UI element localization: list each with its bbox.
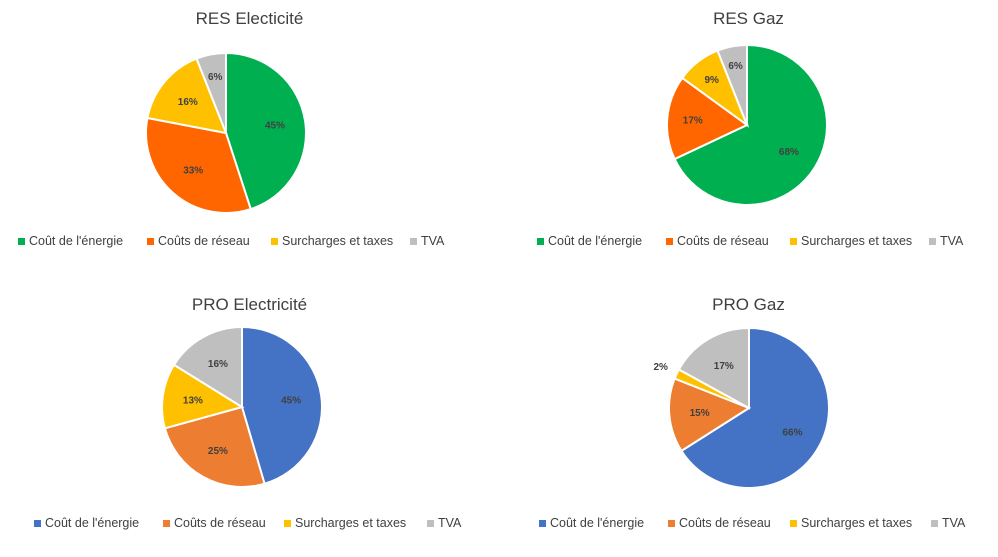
legend-entry: Coût de l'énergie bbox=[45, 516, 139, 530]
legend-swatch bbox=[790, 520, 797, 527]
legend-swatch bbox=[271, 238, 278, 245]
legend-swatch bbox=[163, 520, 170, 527]
data-label: 68% bbox=[779, 147, 799, 158]
legend-entry: Coûts de réseau bbox=[677, 234, 769, 248]
pie-slice bbox=[225, 51, 307, 211]
data-label: 16% bbox=[208, 359, 228, 370]
data-label: 45% bbox=[281, 395, 301, 406]
pie-slice bbox=[677, 326, 750, 410]
data-label: 45% bbox=[265, 121, 285, 132]
legend-entry: TVA bbox=[942, 516, 966, 530]
pie-chart-pro-electricite: PRO Electricité 45% 25% 13% 16% Coût de l'éne… bbox=[34, 295, 462, 530]
legend-swatch bbox=[284, 520, 291, 527]
legend-swatch bbox=[410, 238, 417, 245]
legend-swatch bbox=[668, 520, 675, 527]
pie-slice bbox=[673, 43, 828, 206]
legend-entry: Surcharges et taxes bbox=[801, 516, 912, 530]
legend-entry: Surcharges et taxes bbox=[282, 234, 393, 248]
data-label: 16% bbox=[178, 97, 198, 108]
data-label: 33% bbox=[183, 166, 203, 177]
pie-slice bbox=[716, 43, 748, 126]
data-label: 66% bbox=[782, 427, 802, 438]
pie-chart-pro-gaz: PRO Gaz 66% 15% 2% 17% Coût de l'énergie Coûts… bbox=[539, 295, 966, 530]
legend-swatch bbox=[666, 238, 673, 245]
legend-swatch bbox=[929, 238, 936, 245]
pie-slice bbox=[241, 325, 324, 486]
legend-entry: TVA bbox=[421, 234, 445, 248]
legend-swatch bbox=[790, 238, 797, 245]
chart-panel-res-gaz: RES Gaz 68% 17% 9% 6% Coût de l'énergie Coûts … bbox=[499, 0, 998, 278]
pie-slice bbox=[195, 51, 227, 134]
legend-swatch bbox=[427, 520, 434, 527]
chart-title: RES Electicité bbox=[196, 9, 304, 28]
data-label: 17% bbox=[683, 115, 703, 126]
pie-slice bbox=[145, 116, 252, 214]
data-label: 9% bbox=[704, 75, 719, 86]
legend-entry: Coûts de réseau bbox=[158, 234, 250, 248]
legend-swatch bbox=[931, 520, 938, 527]
chart-panel-pro-electricite: PRO Electricité 45% 25% 13% 16% Coût de l'éne… bbox=[0, 279, 499, 557]
chart-title: PRO Gaz bbox=[712, 295, 785, 314]
data-label: 17% bbox=[714, 361, 734, 372]
legend-entry: TVA bbox=[940, 234, 964, 248]
pie-chart-res-gaz: RES Gaz 68% 17% 9% 6% Coût de l'énergie Coûts … bbox=[537, 9, 964, 248]
legend-swatch bbox=[539, 520, 546, 527]
chart-title: RES Gaz bbox=[713, 9, 784, 28]
pie-slice bbox=[163, 405, 266, 488]
legend-swatch bbox=[34, 520, 41, 527]
legend-entry: Coût de l'énergie bbox=[550, 516, 644, 530]
pie-slice bbox=[146, 57, 228, 135]
data-label: 2% bbox=[653, 362, 668, 373]
legend-swatch bbox=[147, 238, 154, 245]
legend-entry: Coût de l'énergie bbox=[548, 234, 642, 248]
pie-chart-res-electricite: RES Electicité 45% 33% 16% 6% Coût de l'énerg… bbox=[18, 9, 445, 248]
chart-panel-res-electricite: RES Electicité 45% 33% 16% 6% Coût de l'énerg… bbox=[0, 0, 499, 278]
legend-entry: Coûts de réseau bbox=[679, 516, 771, 530]
data-label: 6% bbox=[728, 61, 743, 72]
legend-entry: TVA bbox=[438, 516, 462, 530]
legend-entry: Surcharges et taxes bbox=[295, 516, 406, 530]
pie-slice bbox=[668, 377, 752, 453]
data-label: 25% bbox=[208, 446, 228, 457]
chart-title: PRO Electricité bbox=[192, 295, 307, 314]
pie-slice bbox=[160, 363, 245, 430]
legend-entry: Coûts de réseau bbox=[174, 516, 266, 530]
data-label: 13% bbox=[183, 395, 203, 406]
pie-slice bbox=[172, 325, 243, 409]
legend-swatch bbox=[18, 238, 25, 245]
legend-swatch bbox=[537, 238, 544, 245]
pie-slice bbox=[680, 326, 830, 489]
data-label: 15% bbox=[690, 408, 710, 419]
legend-entry: Coût de l'énergie bbox=[29, 234, 123, 248]
legend-entry: Surcharges et taxes bbox=[801, 234, 912, 248]
chart-panel-pro-gaz: PRO Gaz 66% 15% 2% 17% Coût de l'énergie Coûts… bbox=[499, 279, 998, 557]
data-label: 6% bbox=[208, 72, 223, 83]
pie-slice bbox=[666, 76, 749, 161]
